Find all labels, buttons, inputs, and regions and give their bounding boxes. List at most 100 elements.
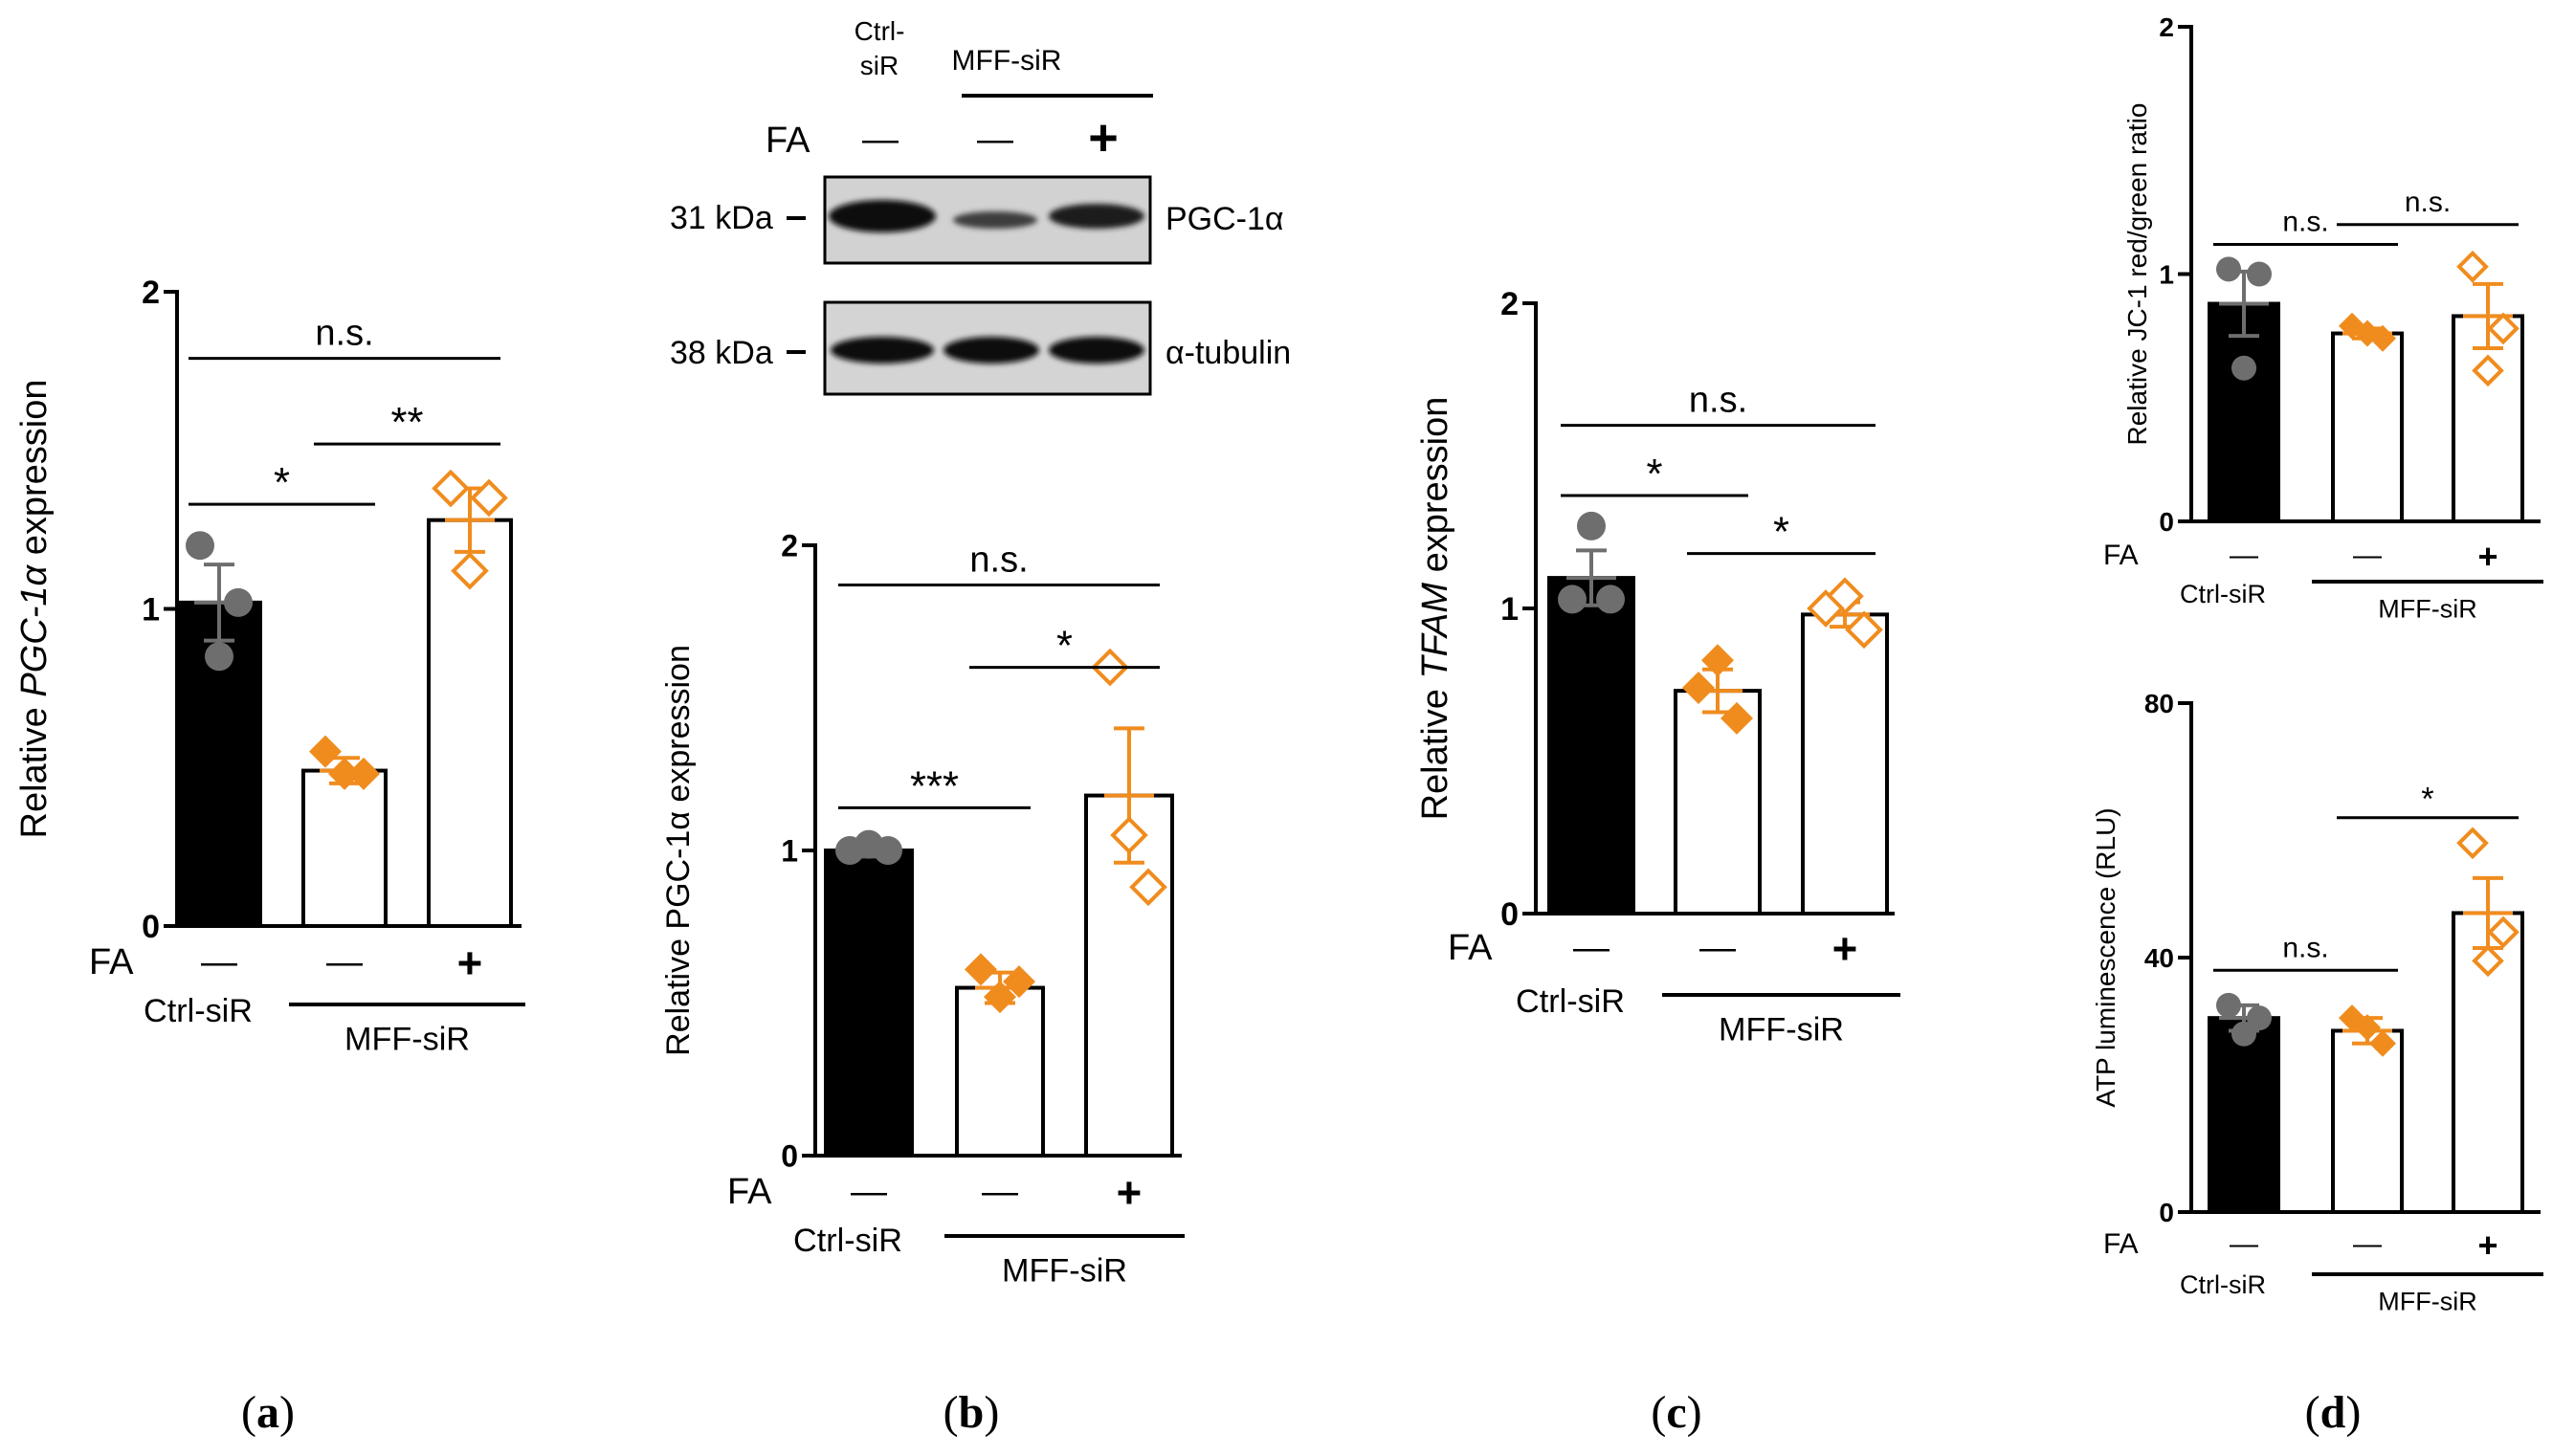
blot-header-mff: MFF-siR xyxy=(952,45,1062,77)
y-tick-label-2: 2 xyxy=(142,275,160,311)
group-label-ctrl: Ctrl-siR xyxy=(793,1223,902,1259)
blot-band-2-3 xyxy=(1049,337,1144,364)
blot-fa-sign-3: + xyxy=(1088,109,1119,166)
sig-label-1: *** xyxy=(910,762,959,809)
bar-1 xyxy=(2208,1016,2280,1215)
data-point-1-2 xyxy=(2247,1005,2272,1031)
bar-2 xyxy=(1674,689,1762,916)
data-point-2-3 xyxy=(328,757,361,790)
sig-label-2: n.s. xyxy=(2405,187,2451,218)
fa-sign-1: — xyxy=(2230,540,2258,571)
sig-label-2: * xyxy=(1056,623,1073,670)
data-point-3-2 xyxy=(2487,312,2520,345)
data-point-2-3 xyxy=(2354,320,2381,347)
panel-d-atp-chart: 0 40 80 ATP luminescence (RLU) n.s. * FA — — + Ctr… xyxy=(2091,689,2543,1316)
data-point-1-2 xyxy=(1558,585,1587,614)
panel-d-jc1-chart: 0 1 2 Relative JC-1 red/green ratio n.s. n.s.… xyxy=(2103,12,2543,624)
blot-kda-2: 38 kDa xyxy=(670,335,773,371)
y-tick-label-1: 1 xyxy=(2159,260,2174,290)
fa-sign-3: + xyxy=(2477,537,2497,576)
data-point-3-2 xyxy=(2487,916,2520,949)
bar-1 xyxy=(1547,576,1635,916)
blot-header-ctrl-line1: Ctrl- xyxy=(855,16,905,46)
y-tick-label-0: 0 xyxy=(142,909,160,945)
group-label-ctrl: Ctrl-siR xyxy=(1516,983,1625,1020)
sig-label-3: n.s. xyxy=(969,540,1028,580)
data-point-1-3 xyxy=(874,836,902,865)
panel-c-chart: 0 1 2 Relative TFAM expression * * n.s. FA — — + Ct… xyxy=(1415,286,1900,1048)
y-axis-label: ATP luminescence (RLU) xyxy=(2091,807,2120,1107)
data-point-1-3 xyxy=(2231,355,2256,381)
blot-fa-sign-2: — xyxy=(977,120,1013,160)
data-point-1-1 xyxy=(1577,511,1606,540)
data-point-2-3 xyxy=(2354,1014,2381,1042)
bar-2 xyxy=(301,768,388,928)
data-point-1-3 xyxy=(205,642,233,672)
data-point-3-1 xyxy=(2456,250,2489,283)
fa-sign-3: + xyxy=(2477,1225,2497,1265)
fa-label: FA xyxy=(727,1172,772,1212)
fa-sign-3: + xyxy=(1117,1168,1143,1217)
data-point-2-2 xyxy=(1682,671,1715,704)
data-point-3-2 xyxy=(470,478,508,518)
y-tick-label-1: 1 xyxy=(781,834,798,869)
data-point-2-1 xyxy=(965,953,997,986)
data-point-2-2 xyxy=(347,757,380,790)
group-label-mff: MFF-siR xyxy=(1002,1253,1127,1290)
bar-1 xyxy=(2208,301,2280,523)
data-point-1-1 xyxy=(186,531,214,561)
y-tick-label-40: 40 xyxy=(2144,943,2174,973)
sig-label-3: n.s. xyxy=(1689,381,1747,421)
data-point-2-2 xyxy=(984,981,1016,1014)
data-point-3-3 xyxy=(1129,868,1167,907)
fa-sign-2: — xyxy=(1699,928,1736,968)
y-tick-label-2: 2 xyxy=(1500,286,1519,322)
bar-1 xyxy=(824,849,914,1158)
data-point-3-3 xyxy=(2472,944,2504,978)
panel-label-a: (a) xyxy=(241,1387,295,1438)
sig-label-2: * xyxy=(1773,509,1789,556)
data-point-1-3 xyxy=(2231,1021,2256,1047)
fa-sign-1: — xyxy=(851,1172,887,1212)
y-tick-label-0: 0 xyxy=(2159,1198,2174,1227)
data-point-3-1 xyxy=(432,469,470,508)
fa-sign-2: — xyxy=(326,942,363,982)
y-tick-label-0: 0 xyxy=(1500,896,1519,933)
data-point-3-3 xyxy=(2472,354,2504,387)
data-point-2-1 xyxy=(309,735,342,768)
y-axis-label: Relative PGC-1α expression xyxy=(660,645,697,1056)
y-axis-label: Relative JC-1 red/green ratio xyxy=(2122,103,2152,446)
sig-label-2: ** xyxy=(390,399,423,446)
data-point-1-1 xyxy=(2216,256,2241,282)
bar-3 xyxy=(2452,314,2524,523)
y-tick-label-2: 2 xyxy=(781,529,798,563)
blot-protein-2: α-tubulin xyxy=(1165,335,1291,371)
western-blot: Ctrl- siR MFF-siR FA — — + 31 kDa PGC-1α… xyxy=(670,16,1291,396)
sig-label-1: n.s. xyxy=(2282,206,2328,237)
data-point-1-1 xyxy=(2216,992,2241,1018)
data-point-2-3 xyxy=(1720,701,1753,735)
fa-sign-2: — xyxy=(2353,540,2382,571)
fa-sign-2: — xyxy=(2353,1228,2382,1260)
data-point-1-2 xyxy=(2247,261,2272,287)
data-point-2-2 xyxy=(2369,1029,2396,1057)
y-axis-label: Relative TFAM expression xyxy=(1415,397,1455,821)
sig-label-1: * xyxy=(274,459,290,506)
fa-sign-3: + xyxy=(1832,924,1858,973)
fa-label: FA xyxy=(2103,1228,2139,1260)
group-label-ctrl: Ctrl-siR xyxy=(2180,580,2266,608)
y-tick-label-1: 1 xyxy=(1500,591,1519,628)
panel-label-d: (d) xyxy=(2305,1387,2362,1438)
blot-header-ctrl-line2: siR xyxy=(860,51,899,80)
data-point-3-1 xyxy=(2456,827,2489,860)
y-tick-label-0: 0 xyxy=(2159,507,2174,537)
blot-protein-1: PGC-1α xyxy=(1165,201,1284,237)
blot-band-2-2 xyxy=(943,337,1039,364)
sig-label-1: n.s. xyxy=(2282,932,2328,963)
panel-label-c: (c) xyxy=(1651,1387,1701,1438)
blot-fa-sign-1: — xyxy=(862,120,899,160)
group-label-ctrl: Ctrl-siR xyxy=(2180,1270,2266,1299)
